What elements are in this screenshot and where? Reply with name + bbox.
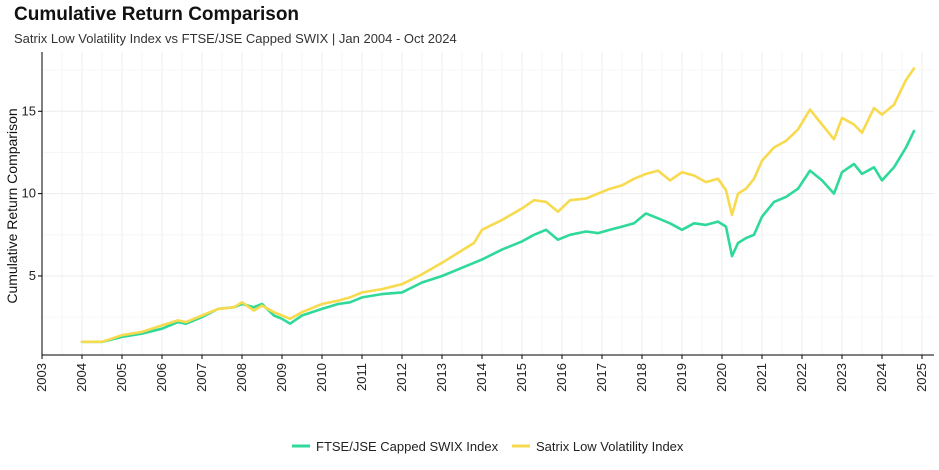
series-lines xyxy=(80,67,916,344)
grid-lines xyxy=(41,52,934,355)
x-tick-label: 2025 xyxy=(914,363,929,392)
series-line-1 xyxy=(80,67,916,344)
y-axis-title: Cumulative Return Comparison xyxy=(4,108,20,303)
legend: FTSE/JSE Capped SWIX Index Satrix Low Vo… xyxy=(292,439,684,454)
x-tick-label: 2008 xyxy=(234,363,249,392)
x-tick-label: 2016 xyxy=(554,363,569,392)
series-line-0 xyxy=(80,129,916,344)
y-tick-label: 15 xyxy=(22,103,36,118)
x-tick-label: 2014 xyxy=(474,363,489,392)
x-tick-label: 2011 xyxy=(354,363,369,391)
x-tick-label: 2010 xyxy=(314,363,329,392)
tick-labels: 2003 2004 2005 2006 2007 2008 2009 2010 2011 2012… xyxy=(22,103,929,392)
x-tick-label: 2013 xyxy=(434,363,449,392)
chart-title: Cumulative Return Comparison xyxy=(14,4,300,25)
legend-label-low-vol: Satrix Low Volatility Index xyxy=(536,439,684,454)
x-tick-label: 2017 xyxy=(594,363,609,392)
x-tick-label: 2015 xyxy=(514,363,529,392)
x-tick-label: 2021 xyxy=(754,363,769,392)
x-tick-label: 2023 xyxy=(834,363,849,392)
x-tick-label: 2006 xyxy=(154,363,169,392)
x-tick-label: 2019 xyxy=(674,363,689,392)
x-tick-label: 2022 xyxy=(794,363,809,392)
y-tick-label: 10 xyxy=(22,186,36,201)
x-tick-label: 2020 xyxy=(714,363,729,392)
axes xyxy=(41,52,934,356)
y-tick-label: 5 xyxy=(29,268,36,283)
x-tick-label: 2003 xyxy=(34,363,49,392)
x-tick-label: 2018 xyxy=(634,363,649,392)
x-tick-label: 2009 xyxy=(274,363,289,392)
x-tick-label: 2012 xyxy=(394,363,409,392)
x-tick-label: 2005 xyxy=(114,363,129,392)
x-tick-label: 2007 xyxy=(194,363,209,392)
x-tick-label: 2024 xyxy=(874,363,889,392)
x-tick-label: 2004 xyxy=(74,363,89,392)
legend-label-swix: FTSE/JSE Capped SWIX Index xyxy=(316,439,499,454)
chart-subtitle: Satrix Low Volatility Index vs FTSE/JSE … xyxy=(14,31,457,46)
